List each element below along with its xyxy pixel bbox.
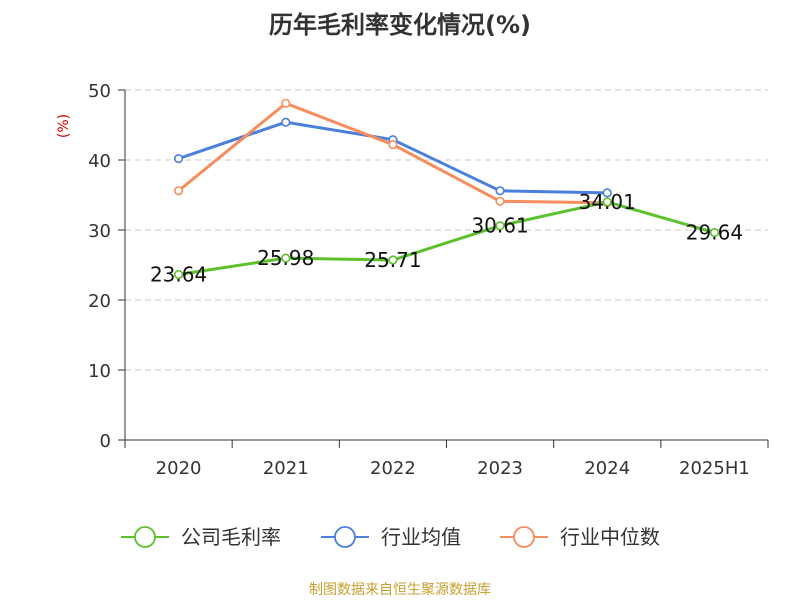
x-tick-label: 2022 <box>370 458 416 479</box>
y-tick-label: 20 <box>88 291 111 312</box>
data-label: 29.64 <box>686 221 743 245</box>
data-point <box>495 186 505 196</box>
data-labels: 23.64 25.98 25.71 30.61 34.01 29.64 <box>150 190 743 287</box>
legend-item[interactable]: 行业中位数 <box>500 525 660 549</box>
data-point <box>281 253 291 263</box>
data-label: 25.71 <box>364 248 421 272</box>
data-point <box>388 255 398 265</box>
data-label: 25.98 <box>257 246 314 270</box>
series-1 <box>173 117 612 198</box>
series-line <box>178 200 715 277</box>
data-label: 34.01 <box>579 190 636 214</box>
series-0 <box>173 197 720 280</box>
legend-label: 公司毛利率 <box>181 525 281 549</box>
data-point <box>388 140 398 150</box>
legend-label: 行业中位数 <box>560 525 660 549</box>
chart-title: 历年毛利率变化情况(%) <box>269 11 531 39</box>
data-point <box>495 196 505 206</box>
legend-item[interactable]: 公司毛利率 <box>121 525 281 549</box>
y-tick-label: 30 <box>88 221 111 242</box>
legend[interactable]: 公司毛利率 行业均值 行业中位数 <box>121 525 660 549</box>
x-tick-label: 2024 <box>584 458 630 479</box>
x-tick-label: 2025H1 <box>679 458 750 479</box>
x-tick-label: 2021 <box>263 458 309 479</box>
series-line <box>178 120 608 195</box>
legend-marker-icon <box>513 526 535 548</box>
x-tick-label: 2020 <box>156 458 202 479</box>
series-line <box>177 101 608 205</box>
data-label: 30.61 <box>471 214 528 238</box>
data-point <box>281 117 291 127</box>
data-point <box>173 154 184 164</box>
y-tick-label: 0 <box>100 431 111 452</box>
data-point <box>602 188 612 198</box>
y-tick-label: 10 <box>88 361 111 382</box>
y-tick-label: 40 <box>88 151 111 172</box>
axes: 0 10 20 30 40 50 2020 2021 2022 2023 2024 2025H1 <box>88 81 769 479</box>
data-point <box>173 269 184 280</box>
data-point <box>709 227 720 238</box>
data-point <box>173 186 184 196</box>
legend-marker-icon <box>334 526 356 548</box>
legend-label: 行业均值 <box>381 525 461 549</box>
source-note: 制图数据来自恒生聚源数据库 <box>309 582 491 598</box>
x-tick-label: 2023 <box>477 458 523 479</box>
gridlines <box>125 89 768 371</box>
legend-item[interactable]: 行业均值 <box>321 525 461 549</box>
legend-marker-icon <box>134 526 156 548</box>
data-point <box>495 221 505 231</box>
data-label: 23.64 <box>150 263 207 287</box>
series-layer <box>173 98 720 280</box>
y-tick-label: 50 <box>88 81 111 102</box>
data-point <box>602 197 612 207</box>
y-axis-label: (%) <box>56 114 72 138</box>
data-point <box>281 98 291 108</box>
